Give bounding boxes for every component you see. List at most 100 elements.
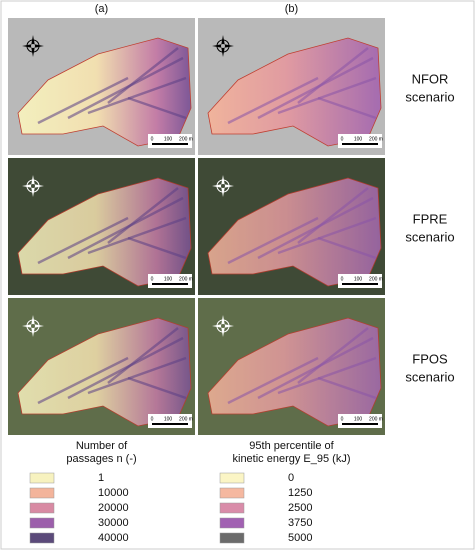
north-arrow (22, 315, 44, 337)
compass-rose (212, 315, 234, 337)
trajectory-streak (107, 187, 179, 244)
scale-bar-label: 200 m (179, 136, 193, 142)
deposit-zone (17, 37, 192, 147)
trajectory-streak (37, 356, 129, 405)
legend-label: 0 (288, 472, 294, 484)
compass-rose (22, 175, 44, 197)
legend-swatch (29, 532, 55, 544)
deposit-zone (17, 317, 192, 427)
map-panel: 0 100 200 m (198, 158, 385, 295)
trajectory-streak (107, 327, 179, 384)
legend-title: passages n (-) (66, 453, 136, 465)
north-arrow (212, 175, 234, 197)
north-arrow (212, 35, 234, 57)
scale-bar-label: 100 (164, 416, 173, 422)
legend-label: 20000 (98, 502, 129, 514)
legend-swatch (29, 472, 55, 484)
legend-swatch (219, 532, 245, 544)
scale-bar-label: 100 (354, 136, 363, 142)
trajectory-streak (227, 76, 319, 125)
trajectory-streak (107, 47, 179, 104)
scale-bar-label: 200 m (369, 416, 383, 422)
scale-bar-line (342, 283, 378, 285)
legend-label: 10000 (98, 487, 129, 499)
scale-bar-label: 100 (164, 276, 173, 282)
trajectory-streak (87, 216, 187, 255)
legend-swatch (219, 472, 245, 484)
north-arrow (22, 175, 44, 197)
legend-label: 5000 (288, 532, 312, 544)
trajectory-streak (127, 236, 187, 260)
legend-label: 30000 (98, 517, 129, 529)
scale-bar-label: 100 (354, 276, 363, 282)
scale-bar-label: 0 (151, 416, 154, 422)
scale-bar-line (342, 423, 378, 425)
scale-bar-label: 200 m (369, 136, 383, 142)
trajectory-streak (317, 376, 377, 400)
legend-swatch (29, 487, 55, 499)
scale-bar: 0 100 200 m (338, 414, 383, 428)
legend-label: 1250 (288, 487, 312, 499)
scenario-label: NFOR (412, 71, 449, 86)
scale-bar-label: 0 (151, 276, 154, 282)
scale-bar: 0 100 200 m (148, 134, 193, 148)
deposit-zone (17, 177, 192, 287)
legend-label: 40000 (98, 532, 129, 544)
north-arrow (22, 35, 44, 57)
compass-rose (22, 35, 44, 57)
legend-swatch (219, 487, 245, 499)
scale-bar-label: 0 (341, 416, 344, 422)
legend-label: 3750 (288, 517, 312, 529)
scale-bar-label: 0 (151, 136, 154, 142)
deposit-zone (207, 177, 382, 287)
legend-title: Number of (76, 440, 128, 452)
scale-bar-line (152, 143, 188, 145)
scale-bar-label: 0 (341, 136, 344, 142)
column-label: (b) (285, 3, 298, 15)
trajectory-streak (277, 76, 377, 115)
trajectory-streak (317, 96, 377, 120)
trajectory-streak (37, 216, 129, 265)
map-panel: 0 100 200 m (198, 298, 385, 435)
scale-bar: 0 100 200 m (148, 274, 193, 288)
scenario-label: FPOS (412, 351, 448, 366)
trajectory-streak (227, 356, 319, 405)
trajectory-streak (87, 76, 187, 115)
north-arrow (212, 315, 234, 337)
scale-bar-label: 200 m (369, 276, 383, 282)
legend-title: 95th percentile of (249, 440, 334, 452)
scale-bar-label: 200 m (179, 416, 193, 422)
legend-swatch (29, 502, 55, 514)
scale-bar-label: 200 m (179, 276, 193, 282)
trajectory-streak (277, 216, 377, 255)
trajectory-streak (127, 376, 187, 400)
trajectory-streak (227, 216, 319, 265)
scale-bar-label: 0 (341, 276, 344, 282)
scale-bar-label: 100 (354, 416, 363, 422)
scale-bar-line (152, 423, 188, 425)
compass-rose (22, 315, 44, 337)
trajectory-streak (277, 356, 377, 395)
scale-bar: 0 100 200 m (148, 414, 193, 428)
scale-bar-line (152, 283, 188, 285)
map-panel: 0 100 200 m (8, 158, 195, 295)
deposit-zone (207, 317, 382, 427)
map-panel: 0 100 200 m (8, 298, 195, 435)
compass-rose (212, 175, 234, 197)
scenario-label: scenario (405, 89, 454, 104)
column-label: (a) (95, 3, 108, 15)
deposit-zone (207, 37, 382, 147)
legend-label: 2500 (288, 502, 312, 514)
trajectory-streak (127, 96, 187, 120)
legend-title: kinetic energy E_95 (kJ) (233, 453, 351, 465)
legend-swatch (29, 517, 55, 529)
scenario-label: scenario (405, 369, 454, 384)
scale-bar-line (342, 143, 378, 145)
scale-bar-label: 100 (164, 136, 173, 142)
scale-bar: 0 100 200 m (338, 274, 383, 288)
trajectory-streak (87, 356, 187, 395)
scenario-label: FPRE (413, 211, 448, 226)
trajectory-streak (297, 187, 369, 244)
trajectory-streak (317, 236, 377, 260)
